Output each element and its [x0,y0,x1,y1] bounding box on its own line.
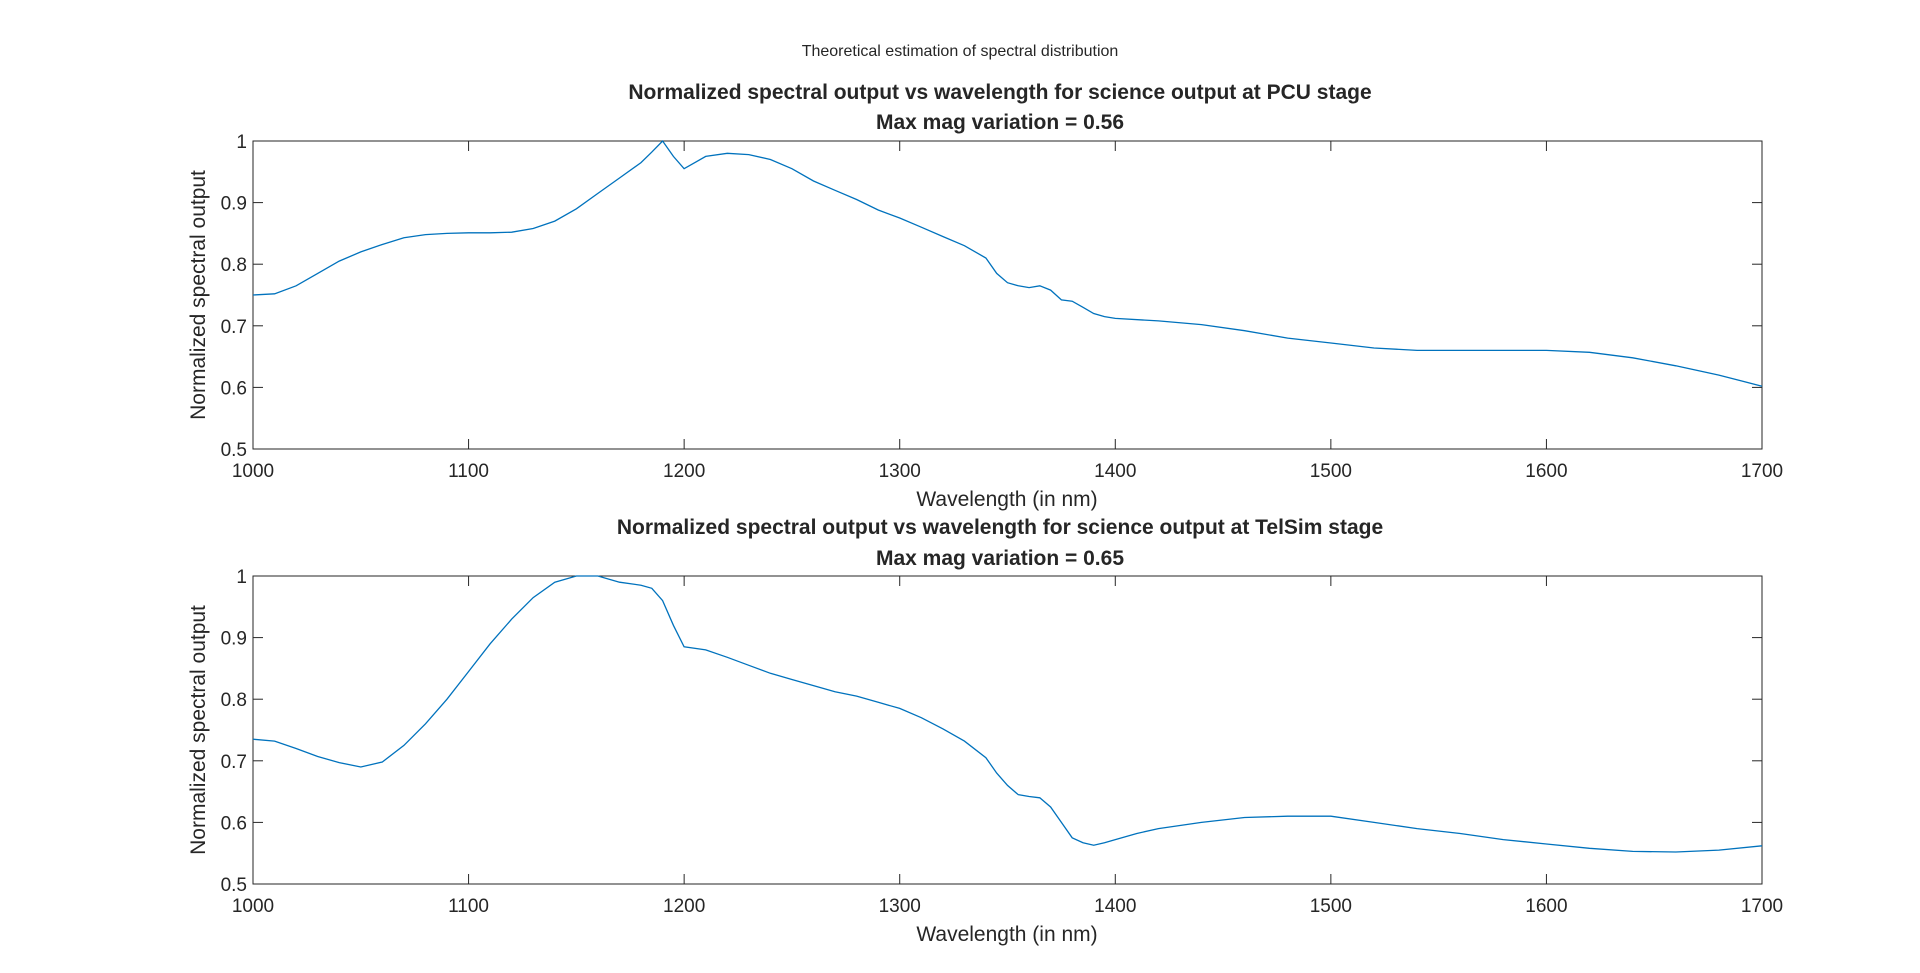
y-tick-label-telsim-0: 0.5 [221,875,247,896]
plot-area-pcu [252,140,1763,450]
x-axis-label-telsim: Wavelength (in nm) [916,923,1097,946]
y-tick-label-telsim-5: 1 [236,567,247,588]
x-tick-label-telsim-0: 1000 [232,896,274,917]
series-line-pcu [252,139,1763,387]
y-tick-label-pcu-3: 0.8 [221,255,247,276]
plot-title-pcu: Normalized spectral output vs wavelength… [628,81,1371,104]
x-tick-label-telsim-4: 1400 [1094,896,1136,917]
x-tick-label-pcu-0: 1000 [232,461,274,482]
y-tick-label-pcu-1: 0.6 [221,378,247,399]
y-tick-label-pcu-4: 0.9 [221,194,247,215]
y-tick-label-pcu-5: 1 [236,132,247,153]
figure-title: Theoretical estimation of spectral distr… [802,43,1119,60]
x-tick-label-telsim-5: 1500 [1310,896,1352,917]
y-tick-label-telsim-2: 0.7 [221,752,247,773]
subplot-pcu: Normalized spectral output vs wavelength… [187,81,1783,511]
ticks-pcu: 1000 1100 1200 1300 1400 1500 1600 1700 0.5 0.6 0.… [221,132,1784,482]
plot-subtitle-pcu: Max mag variation = 0.56 [876,111,1124,134]
x-tick-label-pcu-3: 1300 [879,461,921,482]
x-tick-label-pcu-1: 1100 [448,461,489,482]
plot-area-telsim [252,575,1763,885]
ticks-telsim: 1000 1100 1200 1300 1400 1500 1600 1700 0.5 0.6 0.… [221,567,1784,917]
series-line-telsim [252,575,1763,853]
x-tick-label-telsim-7: 1700 [1741,896,1783,917]
x-tick-label-pcu-6: 1600 [1525,461,1567,482]
x-tick-label-pcu-5: 1500 [1310,461,1352,482]
y-tick-label-telsim-3: 0.8 [221,690,247,711]
x-tick-label-telsim-2: 1200 [663,896,705,917]
y-tick-label-pcu-2: 0.7 [221,317,247,338]
subplot-telsim: Normalized spectral output vs wavelength… [187,516,1783,946]
x-tick-label-pcu-7: 1700 [1741,461,1783,482]
y-tick-label-telsim-1: 0.6 [221,813,247,834]
x-axis-label-pcu: Wavelength (in nm) [916,488,1097,511]
x-tick-label-telsim-6: 1600 [1525,896,1567,917]
y-tick-label-pcu-0: 0.5 [221,440,247,461]
y-tick-label-telsim-4: 0.9 [221,629,247,650]
x-tick-label-pcu-4: 1400 [1094,461,1136,482]
plot-title-telsim: Normalized spectral output vs wavelength… [617,516,1383,539]
x-tick-label-pcu-2: 1200 [663,461,705,482]
y-axis-label-telsim: Normalized spectral output [187,605,210,855]
x-tick-label-telsim-1: 1100 [448,896,489,917]
x-tick-label-telsim-3: 1300 [879,896,921,917]
plot-subtitle-telsim: Max mag variation = 0.65 [876,547,1124,570]
y-axis-label-pcu: Normalized spectral output [187,170,210,420]
